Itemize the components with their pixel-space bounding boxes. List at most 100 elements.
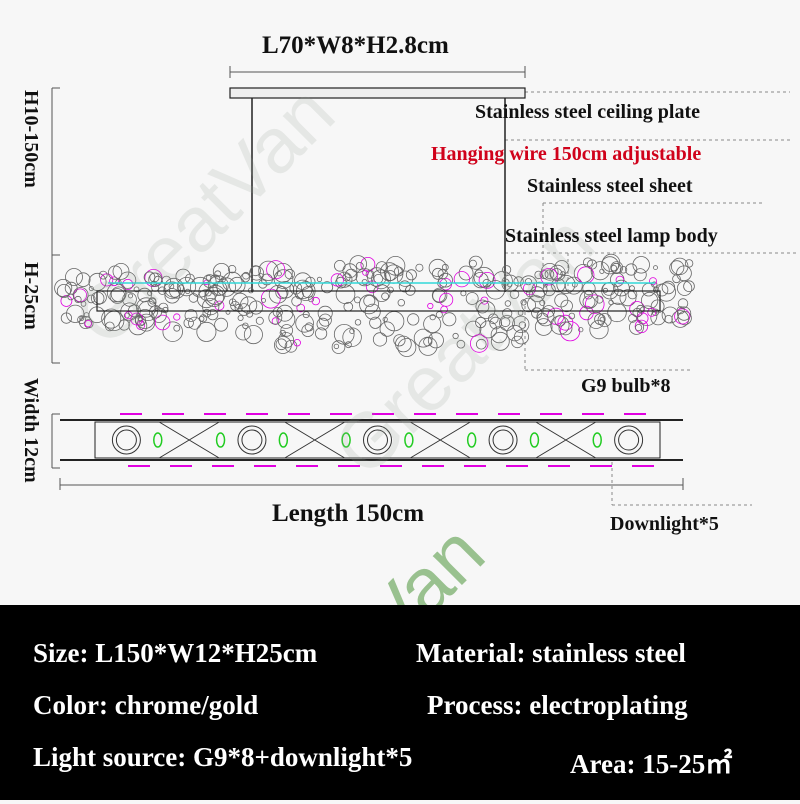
bubble	[669, 260, 685, 276]
bubble	[122, 292, 137, 307]
bubble	[258, 279, 268, 289]
bubble	[652, 286, 660, 293]
bubble	[124, 311, 133, 320]
bubble	[173, 313, 181, 321]
spec-process: Process: electroplating	[427, 690, 688, 720]
bubble-cluster	[54, 253, 695, 357]
bubble	[442, 312, 457, 327]
bubble	[398, 280, 411, 293]
bubble	[163, 277, 184, 298]
bubble	[266, 260, 286, 280]
bubble	[557, 314, 574, 331]
bubble	[65, 268, 83, 286]
bubble	[154, 305, 160, 311]
bubble	[500, 317, 511, 328]
bubble	[381, 292, 390, 301]
bubble	[173, 324, 181, 332]
bubble	[228, 276, 246, 294]
callout-bulb: G9 bulb*8	[581, 375, 671, 397]
bubble	[230, 300, 241, 311]
bubble	[333, 323, 355, 345]
bubble	[521, 297, 536, 313]
bubble	[361, 278, 368, 285]
bubble	[255, 316, 264, 325]
bubble	[629, 301, 645, 317]
bubble	[610, 265, 618, 272]
bubble	[583, 257, 593, 268]
bubble	[499, 315, 515, 331]
bubble	[676, 306, 685, 315]
bubble	[162, 306, 169, 314]
bubble	[653, 265, 658, 271]
bubble	[88, 272, 107, 291]
bubble	[295, 313, 314, 333]
bubble	[415, 263, 424, 272]
bubble	[472, 271, 489, 289]
bubble	[550, 315, 570, 335]
bubble	[84, 319, 94, 329]
bubble	[227, 265, 237, 274]
bubble	[539, 299, 546, 306]
bubble	[207, 309, 219, 321]
bubble	[397, 299, 405, 307]
bubble	[395, 335, 412, 353]
bubble	[202, 297, 220, 316]
bubble	[380, 262, 399, 282]
bubble	[556, 274, 576, 294]
bubble	[529, 286, 545, 303]
bubble	[413, 328, 433, 348]
bubble	[54, 278, 73, 297]
spec-color: Color: chrome/gold	[33, 690, 259, 720]
bubble	[632, 256, 650, 274]
bubble	[676, 306, 692, 321]
bubble	[363, 294, 376, 307]
bubble	[595, 295, 604, 304]
bubble	[275, 338, 288, 351]
top-view-fixtures	[111, 413, 654, 467]
bubble	[231, 292, 249, 310]
bubble	[162, 321, 183, 342]
bubble	[518, 321, 527, 329]
callout-downlight: Downlight*5	[610, 513, 719, 535]
spec-size: Size: L150*W12*H25cm	[33, 638, 318, 668]
downlight-inner	[618, 429, 640, 451]
downlight-inner	[492, 429, 514, 451]
bubble	[527, 295, 545, 313]
bubble	[101, 308, 122, 329]
bubble	[237, 314, 244, 321]
bubble	[554, 315, 566, 327]
bubble	[276, 271, 282, 277]
bubble	[333, 259, 346, 272]
bubble	[280, 324, 294, 337]
bubble	[492, 271, 513, 292]
bubble	[316, 317, 330, 331]
bubble	[520, 299, 527, 306]
leader-lines	[505, 91, 797, 506]
downlight-inner	[115, 429, 137, 451]
bubble	[501, 265, 512, 275]
bubble	[289, 281, 303, 295]
bubble	[205, 274, 212, 281]
bubble	[511, 335, 524, 349]
bubble	[628, 313, 637, 323]
bubble	[331, 340, 346, 354]
bubble	[554, 260, 570, 276]
bubble	[465, 320, 482, 337]
bubble	[284, 268, 296, 280]
bubble	[619, 266, 628, 274]
bubble	[407, 313, 420, 326]
bubble	[359, 294, 379, 315]
bubble	[387, 286, 394, 294]
bubble	[66, 304, 85, 323]
bubble	[240, 296, 258, 314]
bubble	[301, 324, 315, 338]
bubble	[627, 289, 638, 300]
bubble	[335, 284, 356, 305]
downlight	[614, 425, 644, 455]
downlight-inner	[241, 429, 263, 451]
bubble	[175, 268, 191, 284]
bubble	[393, 334, 406, 347]
bubble	[534, 318, 553, 336]
bubble	[582, 281, 596, 296]
bubble	[301, 286, 314, 299]
